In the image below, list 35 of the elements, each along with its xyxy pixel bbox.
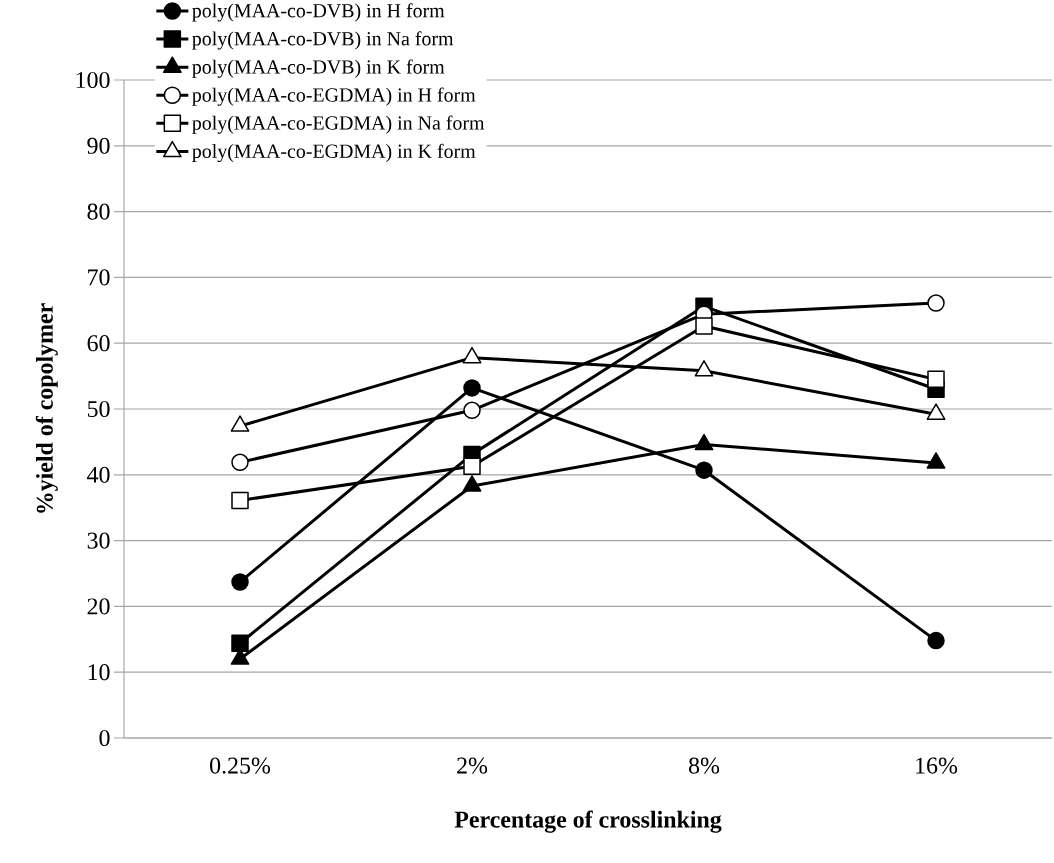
- legend-label: poly(MAA-co-EGDMA) in H form: [192, 87, 476, 106]
- y-tick-label: 60: [87, 335, 110, 352]
- point: [695, 317, 713, 335]
- x-tick-label: 16%: [916, 757, 958, 774]
- legend-label: poly(MAA-co-DVB) in K form: [192, 59, 445, 78]
- y-tick-label: 40: [87, 466, 110, 483]
- y-tick-label: 0: [99, 729, 110, 747]
- y-tick-label: 50: [87, 400, 110, 418]
- point: [231, 453, 249, 472]
- point: [463, 401, 481, 420]
- y-axis-title: %yield of copolymer: [35, 303, 58, 513]
- legend-label: poly(MAA-co-DVB) in Na form: [192, 31, 454, 50]
- x-tick-label: 8%: [688, 757, 720, 774]
- y-tick-label: 20: [87, 598, 110, 615]
- point: [231, 634, 249, 652]
- y-tick-label: 30: [87, 532, 110, 549]
- legend-label: poly(MAA-co-EGDMA) in K form: [192, 143, 476, 163]
- point: [927, 631, 945, 650]
- y-tick-label: 80: [87, 203, 110, 220]
- point: [463, 379, 481, 397]
- point: [927, 370, 945, 389]
- point: [695, 461, 713, 479]
- point: [927, 294, 945, 312]
- point: [463, 457, 481, 475]
- x-tick-label: 0.25%: [210, 757, 271, 774]
- y-tick-label: 100: [76, 71, 110, 89]
- point: [231, 573, 249, 591]
- point: [231, 491, 249, 510]
- legend-label: poly(MAA-co-EGDMA) in Na form: [192, 115, 485, 134]
- legend-label: poly(MAA-co-DVB) in H form: [192, 3, 445, 22]
- y-tick-label: 70: [88, 269, 110, 286]
- y-tick-label: 10: [88, 664, 110, 681]
- x-tick-label: 2%: [457, 757, 488, 774]
- y-tick-label: 90: [87, 137, 110, 154]
- x-axis-title: Percentage of crosslinking: [454, 810, 722, 833]
